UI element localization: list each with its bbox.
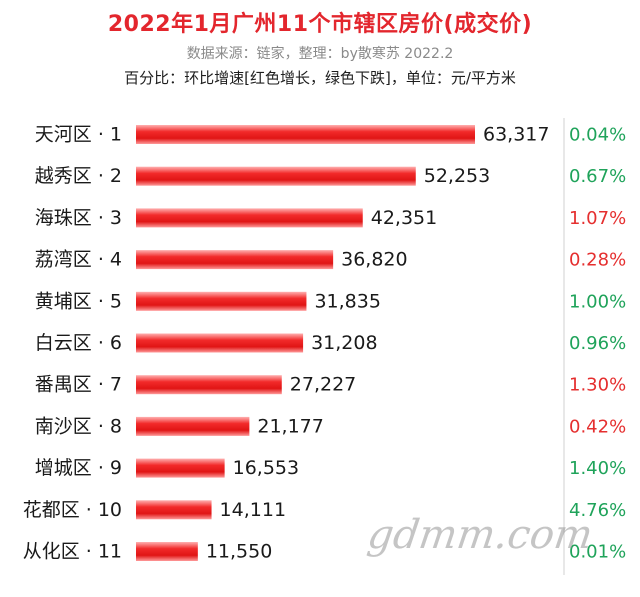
- mom-change-label: 1.00%: [569, 291, 626, 312]
- category-label: 越秀区 · 2: [35, 165, 122, 187]
- category-label: 荔湾区 · 4: [35, 249, 122, 271]
- bar: [136, 416, 250, 436]
- mom-change-label: 1.07%: [569, 208, 626, 229]
- mom-change-label: 0.42%: [569, 416, 626, 437]
- mom-change-label: 0.28%: [569, 250, 626, 271]
- category-label: 番禺区 · 7: [35, 374, 122, 396]
- mom-change-label: 0.96%: [569, 333, 626, 354]
- value-label: 27,227: [290, 374, 356, 396]
- bar: [136, 250, 334, 270]
- bar: [136, 166, 416, 186]
- value-label: 42,351: [371, 207, 437, 229]
- chart-source: 数据来源：链家，整理：by散寒苏 2022.2: [186, 46, 454, 62]
- mom-change-label: 4.76%: [569, 500, 626, 521]
- value-label: 31,835: [314, 290, 380, 312]
- category-label: 南沙区 · 8: [35, 415, 122, 437]
- value-label: 21,177: [257, 415, 323, 437]
- bar: [136, 500, 212, 520]
- bar: [136, 208, 363, 228]
- value-label: 52,253: [424, 165, 490, 187]
- bar: [136, 375, 282, 395]
- chart-note: 百分比：环比增速[红色增长，绿色下跌]，单位：元/平方米: [124, 69, 516, 87]
- value-label: 11,550: [206, 541, 272, 563]
- chart-title: 2022年1月广州11个市辖区房价(成交价): [107, 12, 533, 37]
- value-label: 36,820: [341, 249, 407, 271]
- value-label: 31,208: [311, 332, 377, 354]
- mom-change-label: 0.04%: [569, 125, 626, 146]
- bar: [136, 291, 307, 311]
- bar: [136, 542, 198, 561]
- value-label: 16,553: [233, 457, 299, 479]
- bar: [136, 458, 225, 478]
- bar: [136, 333, 304, 353]
- mom-change-label: 0.67%: [569, 166, 626, 187]
- mom-change-label: 0.01%: [569, 542, 626, 563]
- category-label: 从化区 · 11: [23, 541, 122, 563]
- value-label: 63,317: [483, 124, 549, 146]
- value-label: 14,111: [220, 499, 286, 521]
- bar: [136, 125, 475, 144]
- mom-change-label: 1.30%: [569, 375, 626, 396]
- category-label: 白云区 · 6: [35, 332, 122, 354]
- bars-group: 天河区 · 1 63,317 0.04% 越秀区 · 2 52,253 0.67% 海珠区 …: [23, 118, 626, 575]
- category-label: 增城区 · 9: [35, 457, 122, 479]
- mom-change-label: 1.40%: [569, 458, 626, 479]
- category-label: 花都区 · 10: [23, 499, 122, 521]
- category-label: 海珠区 · 3: [35, 207, 122, 229]
- category-label: 黄埔区 · 5: [35, 290, 122, 312]
- category-label: 天河区 · 1: [35, 124, 122, 146]
- watermark: gdmm.com: [364, 512, 596, 558]
